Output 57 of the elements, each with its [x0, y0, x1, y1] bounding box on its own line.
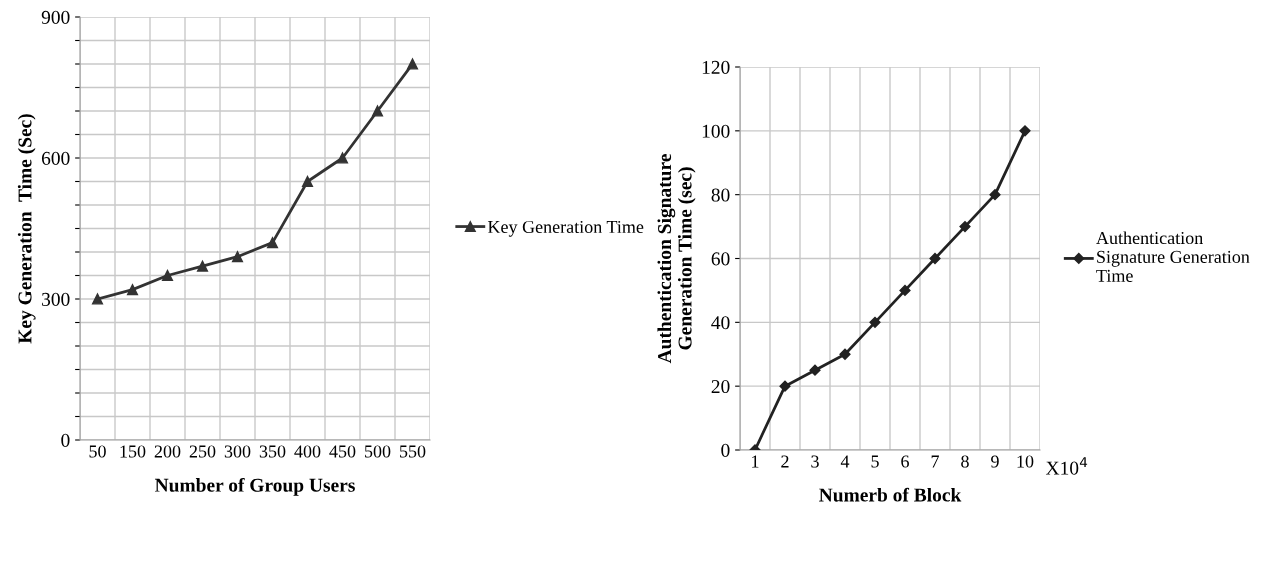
y-tick-label: 0 [61, 433, 70, 447]
point [161, 269, 174, 282]
point [809, 364, 821, 376]
x-tick-label: 400 [294, 445, 321, 458]
x-tick-label: 2 [781, 455, 789, 468]
y-tick-label: 80 [711, 188, 730, 202]
y-tick-label: 900 [41, 10, 70, 24]
point [989, 189, 1001, 201]
x-tick-label: 7 [931, 455, 939, 468]
legend-label: Authentication Signature Generation Time [1096, 231, 1250, 282]
point [196, 260, 209, 272]
point [91, 293, 104, 305]
point [1019, 125, 1031, 137]
y-tick-label: 100 [702, 124, 730, 138]
x-tick-label: 450 [329, 445, 356, 458]
point [959, 220, 971, 233]
x-tick-label: 8 [961, 455, 969, 468]
point [231, 251, 244, 263]
x-tick-label: 3 [811, 455, 819, 468]
point [336, 152, 349, 164]
x-tick-label: 1 [752, 455, 759, 468]
x-tick-label: 550 [400, 445, 426, 458]
point [406, 58, 419, 70]
x-tick-label: 200 [154, 445, 181, 458]
point [899, 284, 911, 297]
legend-label: Key Generation Time [487, 220, 644, 237]
point [929, 252, 941, 265]
y-axis-title: Key Generation Time (Sec) [17, 114, 36, 344]
point [126, 284, 139, 296]
x-tick-label: 300 [224, 445, 251, 458]
y-axis-title: Authentication Signature Generation Time (sec) [657, 154, 696, 364]
y-tick-label: 60 [711, 252, 730, 266]
point [371, 105, 384, 117]
x-tick-label: 4 [840, 455, 850, 468]
y-tick-label: 40 [711, 316, 730, 330]
text: X10$^{4}$ [1045, 457, 1088, 475]
x-tick-label: 350 [259, 445, 286, 458]
x-tick-label: 250 [189, 445, 216, 458]
y-tick-label: 0 [721, 443, 730, 457]
x-tick-label: 9 [991, 455, 999, 468]
x-tick-label: 5 [871, 455, 879, 468]
x-tick-label: 500 [365, 445, 391, 458]
y-tick-label: 120 [702, 60, 730, 74]
point [869, 316, 881, 328]
y-tick-label: 300 [42, 292, 70, 306]
x-tick-label: 150 [120, 445, 146, 458]
point [779, 380, 791, 392]
x-axis-title: Number of Group Users [154, 477, 355, 496]
y-tick-label: 600 [41, 151, 70, 165]
point [839, 348, 851, 360]
point [266, 237, 279, 249]
y-tick-label: 20 [711, 379, 730, 394]
point [301, 175, 314, 188]
x-tick-label: 6 [901, 455, 909, 468]
x-axis-title: Numerb of Block [819, 487, 962, 502]
x-tick-label: 10 [1017, 455, 1034, 468]
x-tick-label: 50 [89, 445, 106, 458]
